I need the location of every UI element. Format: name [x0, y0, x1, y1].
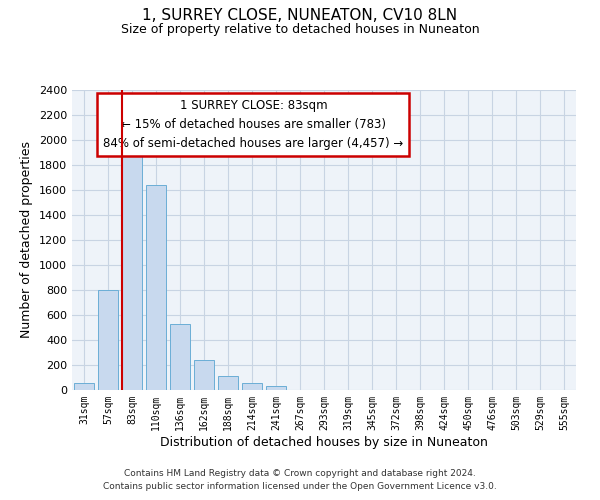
- Text: Contains public sector information licensed under the Open Government Licence v3: Contains public sector information licen…: [103, 482, 497, 491]
- Text: 1 SURREY CLOSE: 83sqm
← 15% of detached houses are smaller (783)
84% of semi-det: 1 SURREY CLOSE: 83sqm ← 15% of detached …: [103, 99, 404, 150]
- Bar: [98, 290, 118, 390]
- Bar: [266, 386, 286, 390]
- X-axis label: Distribution of detached houses by size in Nuneaton: Distribution of detached houses by size …: [160, 436, 488, 448]
- Bar: [194, 360, 214, 390]
- Text: 1, SURREY CLOSE, NUNEATON, CV10 8LN: 1, SURREY CLOSE, NUNEATON, CV10 8LN: [142, 8, 458, 22]
- Bar: [218, 376, 238, 390]
- Bar: [74, 383, 94, 390]
- Bar: [122, 156, 142, 390]
- Bar: [146, 185, 166, 390]
- Text: Contains HM Land Registry data © Crown copyright and database right 2024.: Contains HM Land Registry data © Crown c…: [124, 468, 476, 477]
- Bar: [170, 324, 190, 390]
- Bar: [242, 383, 262, 390]
- Text: Size of property relative to detached houses in Nuneaton: Size of property relative to detached ho…: [121, 22, 479, 36]
- Y-axis label: Number of detached properties: Number of detached properties: [20, 142, 34, 338]
